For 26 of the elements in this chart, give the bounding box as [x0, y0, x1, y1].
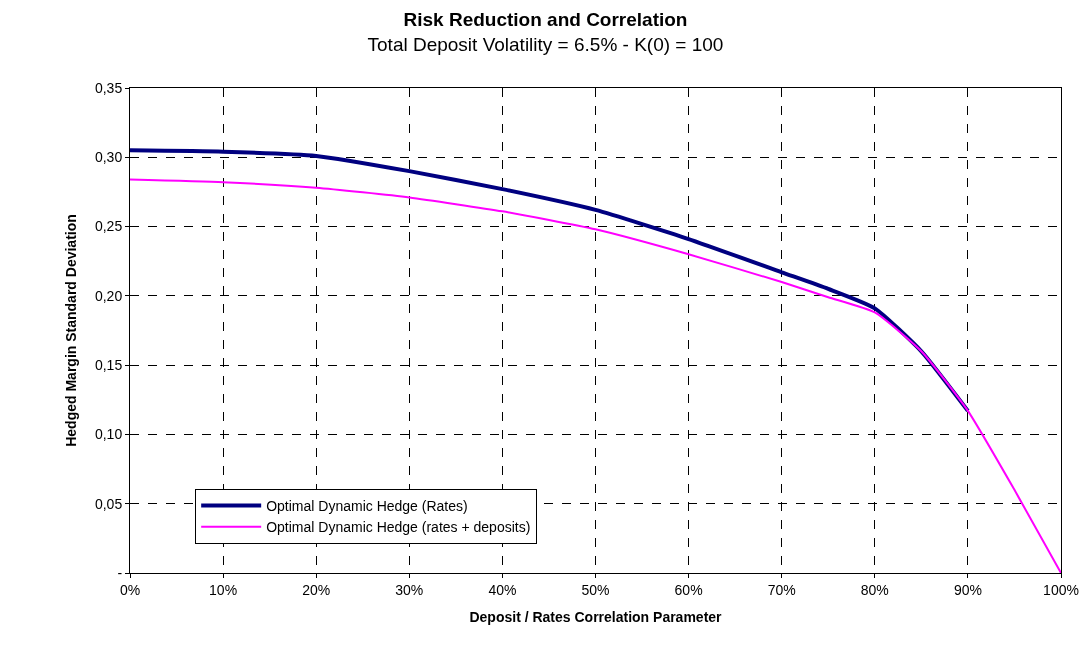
y-tick-label: 0,35 — [94, 79, 123, 96]
y-tick-label: 0,25 — [94, 218, 123, 235]
y-tick-label: 0,30 — [94, 149, 123, 166]
x-axis-title: Deposit / Rates Correlation Parameter — [469, 609, 723, 626]
x-tick-label: 60% — [674, 581, 703, 598]
y-tick-label: 0,10 — [94, 426, 123, 443]
y-axis-title: Hedged Margin Standard Deviation — [62, 214, 79, 447]
y-tick-label: 0,05 — [94, 495, 123, 512]
chart-title: Risk Reduction and Correlation — [403, 9, 688, 31]
x-tick-label: 40% — [488, 581, 517, 598]
x-tick-label: 30% — [395, 581, 424, 598]
chart-subtitle: Total Deposit Volatility = 6.5% - K(0) = 100 — [367, 33, 724, 55]
legend-label: Optimal Dynamic Hedge (Rates) — [266, 497, 468, 514]
x-tick-label: 70% — [767, 581, 796, 598]
x-tick-label: 90% — [953, 581, 982, 598]
y-tick-label: - — [117, 564, 123, 581]
x-tick-label: 50% — [581, 581, 610, 598]
x-tick-label: 20% — [302, 581, 331, 598]
x-tick-label: 0% — [119, 581, 141, 598]
y-tick-label: 0,20 — [94, 287, 123, 304]
x-tick-label: 80% — [860, 581, 889, 598]
legend-label: Optimal Dynamic Hedge (rates + deposits) — [266, 519, 531, 536]
x-tick-label: 10% — [209, 581, 238, 598]
x-tick-label: 100% — [1043, 581, 1079, 598]
line-series — [130, 178, 1061, 573]
y-tick-label: 0,15 — [94, 357, 123, 374]
